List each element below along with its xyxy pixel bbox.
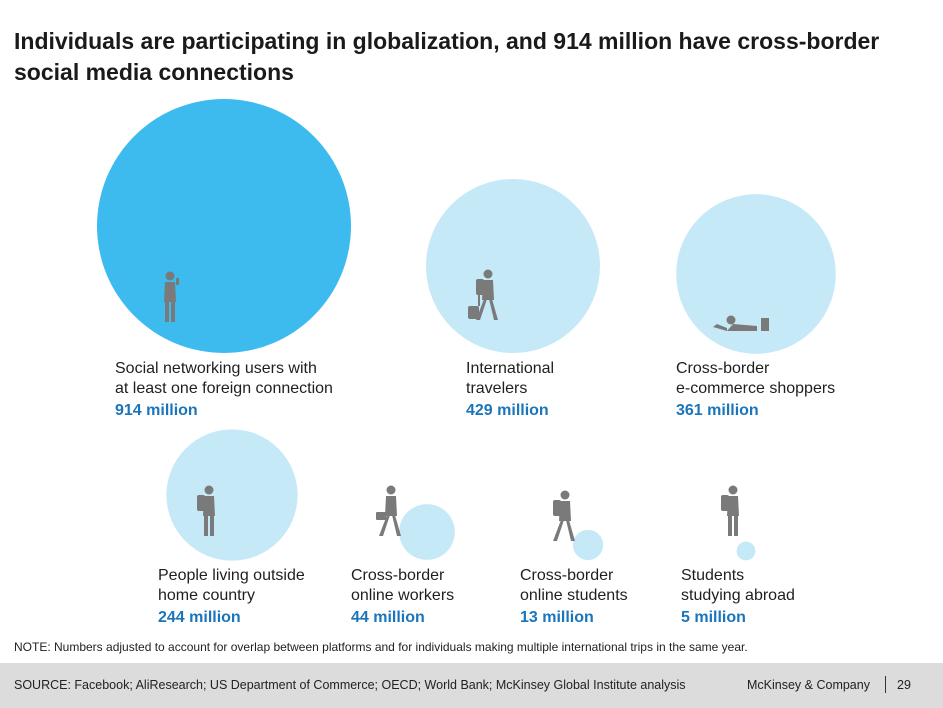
bubble-label-line1: Social networking users with <box>115 360 317 377</box>
bubble-label-line1: Cross-border <box>520 567 614 584</box>
footnote: NOTE: Numbers adjusted to account for ov… <box>14 640 748 654</box>
bubble-label-line1: International <box>466 360 554 377</box>
bubble-label-line2: travelers <box>466 380 527 397</box>
bubble-label-line2: online students <box>520 587 628 604</box>
bubble-5 <box>399 504 455 560</box>
page-number: 29 <box>897 678 911 692</box>
bubble-value: 5 million <box>681 609 746 626</box>
footer-separator <box>885 676 886 693</box>
bubble-label-line2: studying abroad <box>681 587 795 604</box>
slide-title: Individuals are participating in globali… <box>14 28 880 85</box>
bubble-chart: Social networking users with at least one… <box>97 99 836 626</box>
person-lying-with-laptop-icon <box>713 315 769 331</box>
bubble-label-line1: Cross-border <box>676 360 770 377</box>
bubble-1 <box>97 99 351 353</box>
bubble-label-line1: Students <box>681 567 744 584</box>
bubble-7 <box>736 541 756 561</box>
traveler-with-suitcase-icon <box>468 269 498 320</box>
bubble-value: 13 million <box>520 609 594 626</box>
bubble-value: 429 million <box>466 402 549 419</box>
bubble-label-line2: online workers <box>351 587 454 604</box>
walking-student-icon <box>553 490 575 541</box>
person-with-phone-icon <box>164 271 179 322</box>
source-text: SOURCE: Facebook; AliResearch; US Depart… <box>14 678 686 692</box>
bubble-6 <box>572 529 604 561</box>
bubble-label-line2: at least one foreign connection <box>115 380 333 397</box>
standing-student-icon <box>721 485 739 536</box>
bubble-value: 44 million <box>351 609 425 626</box>
bubble-4 <box>166 429 298 561</box>
bubble-label-line1: People living outside <box>158 567 305 584</box>
bubble-value: 914 million <box>115 402 198 419</box>
footer-bar: SOURCE: Facebook; AliResearch; US Depart… <box>0 663 943 708</box>
bubble-label-line2: e-commerce shoppers <box>676 380 835 397</box>
brand-name: McKinsey & Company <box>747 678 870 692</box>
bubble-value: 244 million <box>158 609 241 626</box>
bubble-label-line2: home country <box>158 587 255 604</box>
bubble-3 <box>676 194 836 354</box>
walking-person-with-briefcase-icon <box>376 485 401 536</box>
bubble-label-line1: Cross-border <box>351 567 445 584</box>
person-with-backpack-icon <box>197 485 215 536</box>
bubble-2 <box>425 178 601 354</box>
bubble-value: 361 million <box>676 402 759 419</box>
